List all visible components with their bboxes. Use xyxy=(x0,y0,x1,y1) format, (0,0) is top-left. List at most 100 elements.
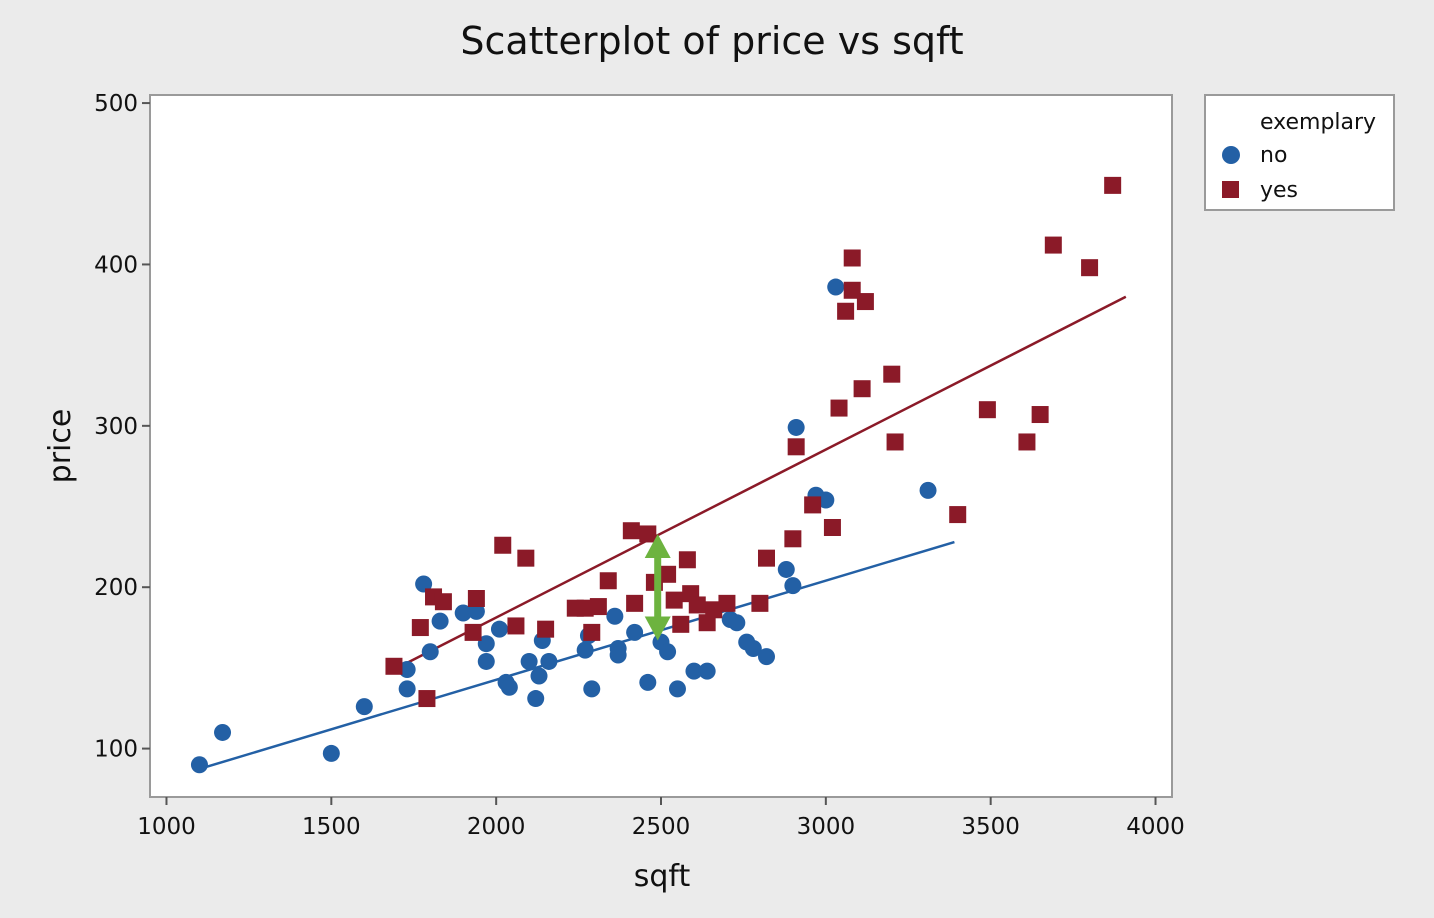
y-axis-label: price xyxy=(43,409,78,484)
point-no xyxy=(919,481,937,499)
point-no xyxy=(583,680,601,698)
point-no xyxy=(787,418,805,436)
x-tick-label: 2000 xyxy=(467,814,526,840)
point-yes xyxy=(688,596,706,614)
point-yes xyxy=(672,615,690,633)
fit-line-yes xyxy=(396,295,1127,670)
arrow-head-top xyxy=(644,533,671,558)
point-no xyxy=(668,680,686,698)
point-no xyxy=(609,646,627,664)
point-no xyxy=(490,620,508,638)
point-yes xyxy=(784,530,802,548)
point-yes xyxy=(1081,259,1099,277)
point-yes xyxy=(507,617,525,635)
point-yes xyxy=(418,690,436,708)
point-yes xyxy=(622,522,640,540)
legend-label-no: no xyxy=(1260,143,1287,168)
point-yes xyxy=(467,590,485,608)
point-no xyxy=(827,278,845,296)
point-yes xyxy=(787,438,805,456)
point-no xyxy=(540,652,558,670)
point-no xyxy=(500,678,518,696)
point-yes xyxy=(886,433,904,451)
point-yes xyxy=(843,249,861,267)
arrow-head-bottom xyxy=(644,616,671,641)
chart-title: Scatterplot of price vs sqft xyxy=(460,19,963,63)
point-yes xyxy=(494,536,512,554)
point-yes xyxy=(1044,236,1062,254)
legend-label-yes: yes xyxy=(1260,178,1298,203)
point-yes xyxy=(583,623,601,641)
point-yes xyxy=(576,599,594,617)
point-no xyxy=(744,640,762,658)
point-no xyxy=(777,560,795,578)
point-no xyxy=(527,690,545,708)
x-axis-label: sqft xyxy=(634,859,691,894)
double-arrow-annotation xyxy=(644,533,671,641)
data-points xyxy=(190,176,1122,774)
point-yes xyxy=(517,549,535,567)
point-yes xyxy=(434,593,452,611)
point-yes xyxy=(837,302,855,320)
legend-title: exemplary xyxy=(1260,110,1376,135)
point-no xyxy=(520,652,538,670)
x-tick-label: 1500 xyxy=(302,814,361,840)
point-yes xyxy=(830,399,848,417)
y-tick-label: 300 xyxy=(94,414,138,440)
point-no xyxy=(454,604,472,622)
plot-area xyxy=(149,94,1173,798)
y-tick-label: 400 xyxy=(94,252,138,278)
legend-marker-yes xyxy=(1222,181,1239,198)
point-no xyxy=(606,607,624,625)
y-tick-label: 500 xyxy=(94,91,138,117)
point-yes xyxy=(1031,406,1049,424)
point-yes xyxy=(665,591,683,609)
point-yes xyxy=(659,565,677,583)
x-tick-label: 1000 xyxy=(137,814,196,840)
point-yes xyxy=(757,549,775,567)
point-yes xyxy=(804,496,822,514)
point-no xyxy=(355,698,373,716)
point-no xyxy=(190,756,208,774)
x-tick-label: 4000 xyxy=(1126,814,1185,840)
point-no xyxy=(784,577,802,595)
x-tick-label: 3500 xyxy=(961,814,1020,840)
point-yes xyxy=(589,598,607,616)
point-no xyxy=(757,648,775,666)
point-yes xyxy=(1104,176,1122,194)
point-yes xyxy=(949,506,967,524)
point-no xyxy=(477,635,495,653)
point-yes xyxy=(1018,433,1036,451)
point-no xyxy=(626,623,644,641)
point-no xyxy=(398,680,416,698)
annotations xyxy=(644,533,671,641)
point-no xyxy=(214,723,232,741)
x-axis: 1000 1500 2000 2500 3000 3500 4000 xyxy=(137,797,1185,840)
x-tick-label: 2500 xyxy=(632,814,691,840)
point-no xyxy=(415,575,433,593)
point-yes xyxy=(385,657,403,675)
point-no xyxy=(467,602,485,620)
point-yes xyxy=(751,594,769,612)
point-no xyxy=(659,643,677,661)
point-yes xyxy=(853,380,871,398)
point-yes xyxy=(537,620,555,638)
point-no xyxy=(431,612,449,630)
legend-marker-no xyxy=(1222,146,1240,164)
point-no xyxy=(398,661,416,679)
point-yes xyxy=(718,594,736,612)
point-no xyxy=(728,614,746,632)
point-yes xyxy=(705,601,723,619)
x-tick-label: 3000 xyxy=(797,814,856,840)
point-no xyxy=(698,662,716,680)
legend: exemplary no yes xyxy=(1204,94,1395,211)
point-no xyxy=(576,641,594,659)
point-no xyxy=(530,667,548,685)
point-no xyxy=(817,491,835,509)
point-yes xyxy=(411,619,429,637)
point-yes xyxy=(856,293,874,311)
y-tick-label: 100 xyxy=(94,737,138,763)
point-yes xyxy=(626,594,644,612)
point-yes xyxy=(698,614,716,632)
